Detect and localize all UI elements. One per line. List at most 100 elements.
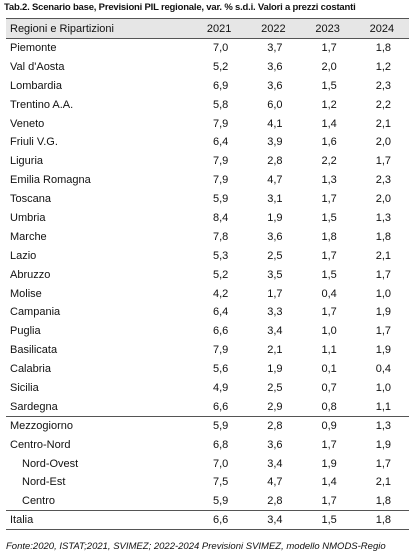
cell: 2,0 — [375, 193, 391, 206]
cell: 1,8 — [375, 495, 391, 508]
row-label: Lazio — [10, 249, 37, 262]
header-cell: 2022 — [261, 22, 286, 35]
row-label: Lombardia — [10, 79, 62, 92]
cell: 3,1 — [267, 193, 283, 206]
row-label: Italia — [10, 514, 34, 527]
row-label: Umbria — [10, 211, 46, 224]
cell: 2,0 — [375, 136, 391, 149]
cell: 2,1 — [375, 117, 391, 130]
cell: 2,5 — [267, 249, 283, 262]
row-label: Molise — [10, 287, 42, 300]
table-row: Piemonte 7,0 3,7 1,7 1,8 — [6, 39, 409, 58]
cell: 6,6 — [212, 514, 229, 527]
cell: 6,8 — [212, 438, 229, 451]
table-row: Nord-Ovest 7,0 3,4 1,9 1,7 — [6, 454, 409, 473]
cell: 5,9 — [212, 420, 229, 432]
cell: 3,3 — [267, 306, 283, 319]
cell: 1,5 — [321, 268, 337, 281]
table-row: Lombardia 6,9 3,6 1,5 2,3 — [6, 76, 409, 95]
row-label: Friuli V.G. — [10, 136, 58, 149]
cell: 1,9 — [375, 306, 391, 319]
table-row: Calabria 5,6 1,9 0,1 0,4 — [6, 360, 409, 379]
cell: 8,4 — [212, 211, 229, 224]
table-row: Basilicata 7,9 2,1 1,1 1,9 — [6, 341, 409, 360]
cell: 6,9 — [212, 79, 229, 92]
row-label: Trentino A.A. — [10, 98, 74, 111]
cell: 2,8 — [267, 495, 283, 508]
table-row: Liguria 7,9 2,8 2,2 1,7 — [6, 152, 409, 171]
cell: 1,7 — [321, 306, 337, 319]
cell: 1,9 — [321, 457, 337, 470]
row-label: Toscana — [10, 193, 51, 206]
row-label: Centro — [22, 495, 56, 508]
cell: 5,8 — [212, 98, 229, 111]
cell: 2,0 — [321, 60, 337, 73]
cell: 7,0 — [212, 457, 229, 470]
table-row: Umbria 8,4 1,9 1,5 1,3 — [6, 209, 409, 228]
cell: 5,2 — [212, 268, 229, 281]
cell: 3,6 — [267, 79, 283, 92]
cell: 1,4 — [321, 476, 337, 489]
cell: 6,6 — [212, 400, 229, 413]
cell: 1,3 — [375, 211, 391, 224]
cell: 6,6 — [212, 325, 229, 338]
table-row: Emilia Romagna 7,9 4,7 1,3 2,3 — [6, 171, 409, 190]
table-row: Sicilia 4,9 2,5 0,7 1,0 — [6, 379, 409, 398]
table-row: Centro 5,9 2,8 1,7 1,8 — [6, 492, 409, 511]
table-body: Piemonte 7,0 3,7 1,7 1,8 Val d'Aosta 5,2 3,6 2,0… — [6, 39, 409, 530]
cell: 5,2 — [212, 60, 229, 73]
header-cell: 2021 — [206, 22, 232, 35]
cell: 2,8 — [267, 155, 283, 168]
cell: 0,1 — [321, 363, 337, 376]
header-cell: 2024 — [369, 22, 395, 35]
row-label: Sardegna — [10, 400, 58, 413]
cell: 2,9 — [267, 400, 283, 413]
cell: 3,4 — [267, 457, 283, 470]
row-label: Nord-Est — [22, 476, 66, 489]
cell: 1,8 — [375, 230, 391, 243]
cell: 3,4 — [267, 325, 283, 338]
row-label: Nord-Ovest — [22, 457, 79, 470]
cell: 2,2 — [321, 155, 337, 168]
cell: 4,7 — [267, 174, 283, 187]
cell: 6,4 — [212, 306, 229, 319]
cell: 1,5 — [321, 211, 337, 224]
row-label: Campania — [10, 306, 61, 319]
cell: 3,4 — [267, 514, 283, 527]
cell: 1,8 — [375, 514, 391, 527]
cell: 5,9 — [212, 193, 229, 206]
cell: 1,9 — [375, 438, 391, 451]
cell: 4,7 — [267, 476, 283, 489]
table: Regioni e Ripartizioni 2021 2022 2023 2024 P… — [6, 18, 409, 530]
cell: 5,9 — [212, 495, 229, 508]
table-row: Trentino A.A. 5,8 6,0 1,2 2,2 — [6, 95, 409, 114]
cell: 1,2 — [375, 60, 391, 73]
cell: 1,8 — [375, 42, 391, 55]
table-row: Veneto 7,9 4,1 1,4 2,1 — [6, 114, 409, 133]
cell: 2,1 — [267, 344, 283, 357]
cell: 4,2 — [212, 287, 229, 300]
table-row: Puglia 6,6 3,4 1,0 1,7 — [6, 322, 409, 341]
cell: 1,7 — [375, 155, 391, 168]
footnote: Fonte:2020, ISTAT;2021, SVIMEZ; 2022-202… — [6, 541, 386, 552]
row-label: Emilia Romagna — [10, 174, 91, 187]
row-label: Marche — [10, 230, 47, 243]
row-label: Val d'Aosta — [10, 60, 65, 73]
cell: 7,5 — [212, 476, 229, 489]
cell: 4,9 — [212, 381, 229, 394]
cell: 3,6 — [267, 60, 283, 73]
cell: 2,1 — [375, 249, 391, 262]
cell: 1,3 — [375, 420, 391, 432]
table-row: Mezzogiorno 5,9 2,8 0,9 1,3 — [6, 416, 409, 435]
cell: 2,2 — [375, 98, 391, 111]
header-cell: 2023 — [315, 22, 340, 35]
row-label: Liguria — [10, 155, 44, 168]
cell: 7,9 — [212, 155, 229, 168]
cell: 1,7 — [375, 268, 391, 281]
cell: 1,7 — [321, 42, 337, 55]
cell: 1,1 — [321, 344, 337, 357]
table-row: Nord-Est 7,5 4,7 1,4 2,1 — [6, 473, 409, 492]
cell: 1,5 — [321, 79, 337, 92]
table-row: Centro-Nord 6,8 3,6 1,7 1,9 — [6, 435, 409, 454]
